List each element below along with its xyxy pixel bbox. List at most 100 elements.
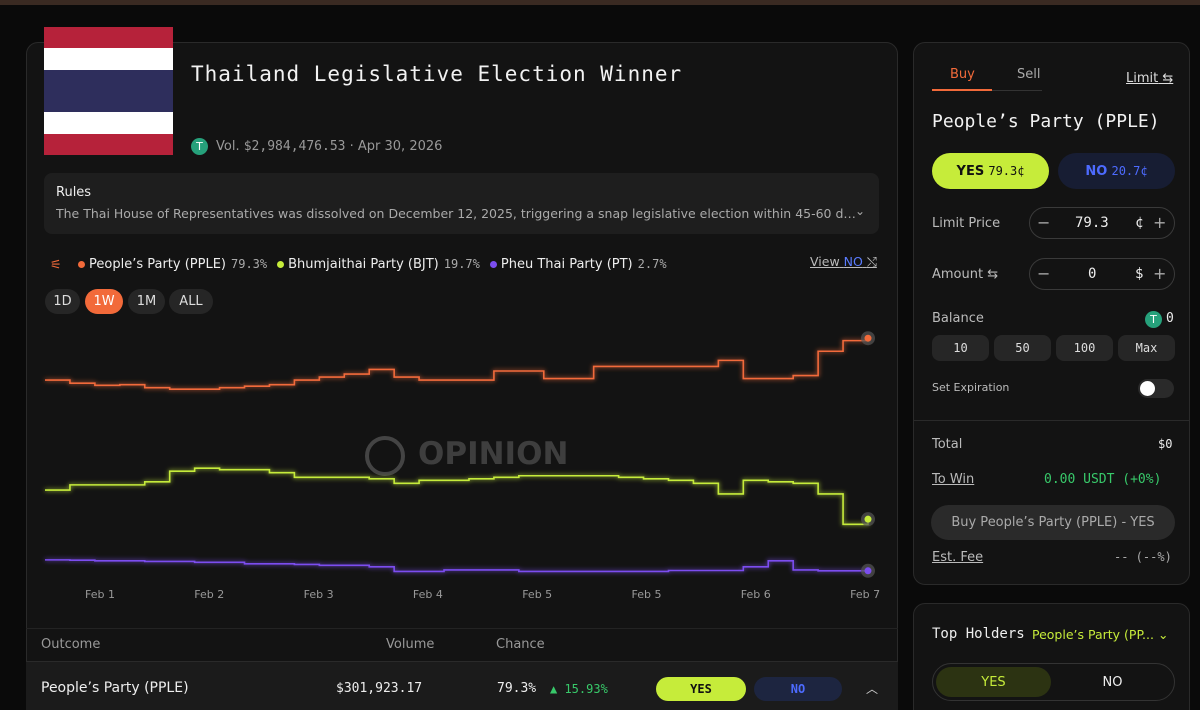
balance-label: Balance [932, 311, 984, 326]
limit-price-field[interactable] [1029, 207, 1175, 239]
legend-dot [78, 261, 85, 268]
col-header: Volume [386, 637, 435, 652]
view-toggle[interactable]: View NO ⤭ [810, 254, 877, 269]
top-bar [0, 0, 1200, 5]
vol-label: Vol. [216, 139, 240, 154]
end-dot [864, 515, 872, 523]
market-title: Thailand Legislative Election Winner [191, 62, 683, 86]
holders-title: Top Holders [932, 626, 1025, 642]
chevron: ⌄ [855, 204, 866, 218]
sell-tab[interactable]: Sell [1017, 67, 1041, 82]
series-line [45, 559, 868, 573]
range-button[interactable]: 1M [128, 289, 165, 314]
quick-amount[interactable]: 100 [1056, 335, 1113, 361]
filter-icon[interactable]: ⚟ [50, 258, 62, 273]
total-label: Total [932, 437, 963, 452]
amount-label: Amount ⇆ [932, 267, 999, 282]
holders-no[interactable]: NO [1102, 674, 1123, 690]
yes-price: 79.3¢ [988, 164, 1025, 178]
end-dot [864, 567, 872, 575]
flag-red [44, 27, 173, 48]
amount-field[interactable] [1029, 258, 1175, 290]
order-panel [913, 42, 1190, 585]
order-outcome: People’s Party (PPLE) [932, 111, 1160, 132]
series-line [45, 467, 869, 526]
range-button[interactable]: ALL [169, 289, 213, 314]
legend-item: People’s Party (PPLE) 79.3% [78, 257, 267, 272]
divider [913, 420, 1190, 421]
legend-dot [489, 261, 497, 268]
rules-box[interactable] [44, 173, 879, 234]
legend-value: 19.7% [443, 257, 480, 271]
plus[interactable]: + [1153, 213, 1167, 232]
collapse[interactable]: ︿ [866, 682, 879, 696]
watermark-logo [365, 436, 405, 476]
to-win-label: To Win [932, 472, 975, 487]
col-header: Chance [496, 637, 545, 652]
x-tick-label: Feb 5 [632, 588, 662, 601]
quick-amount[interactable]: Max [1118, 335, 1175, 361]
no-price: 20.7¢ [1111, 164, 1148, 178]
flag-red [44, 134, 173, 155]
outcome-name: People’s Party (PPLE) [41, 680, 189, 696]
view-label: View [810, 254, 840, 269]
watermark: OPINION [418, 436, 569, 472]
amount: 0 [1088, 266, 1097, 282]
to-win: 0.00 USDT (+0%) [1044, 472, 1162, 487]
yes-button[interactable]: YES [656, 677, 746, 701]
tether-icon: T [191, 138, 208, 155]
legend-name: Bhumjaithai Party (BJT) [288, 257, 439, 272]
quick-amount[interactable]: 50 [994, 335, 1051, 361]
legend: People’s Party (PPLE) 79.3% Bhumjaithai Pa… [78, 257, 667, 272]
plus[interactable]: + [1153, 264, 1167, 283]
col-header: Outcome [41, 637, 101, 652]
range-button-active[interactable]: 1W [85, 289, 123, 314]
minus[interactable]: − [1037, 264, 1051, 283]
legend-item: Pheu Thai Party (PT) 2.7% [489, 257, 667, 272]
change-value: 15.93% [564, 682, 608, 696]
holders-outcome[interactable]: People’s Party (PP... ⌄ [1032, 627, 1169, 642]
tether-icon: T [1145, 311, 1162, 328]
outcome-change: ▲ 15.93% [550, 682, 608, 696]
outcome-chance: 79.3% [497, 681, 537, 696]
balance: 0 [1166, 311, 1174, 326]
legend-dot [277, 261, 285, 268]
rules-heading: Rules [56, 185, 92, 200]
limit-price: 79.3 [1075, 215, 1109, 231]
view-side: NO [843, 254, 863, 269]
expiration-label: Set Expiration [932, 381, 1010, 394]
yes-side[interactable]: YES 79.3¢ [932, 153, 1049, 189]
series-line [45, 338, 869, 391]
quick-amount[interactable]: 10 [932, 335, 989, 361]
flag-blue [44, 70, 173, 112]
submit-button[interactable]: Buy People’s Party (PPLE) - YES [931, 505, 1175, 540]
holders-yes[interactable]: YES [936, 667, 1051, 697]
tab-indicator [932, 89, 992, 91]
yes-label: YES [956, 163, 985, 179]
amount-unit: $ [1135, 266, 1144, 282]
x-tick-label: Feb 5 [522, 588, 552, 601]
limit-price-label: Limit Price [932, 216, 1001, 231]
limit-label: Limit [1126, 71, 1159, 86]
divider [26, 628, 898, 629]
toggle[interactable] [1138, 379, 1174, 398]
outcome-row[interactable] [26, 661, 898, 710]
amount-text: Amount [932, 267, 984, 282]
legend-value: 2.7% [637, 257, 667, 271]
legend-name: People’s Party (PPLE) [89, 257, 226, 272]
no-side[interactable]: NO 20.7¢ [1058, 153, 1175, 189]
volume: $2,984,476.53 [243, 139, 346, 154]
no-button[interactable]: NO [754, 677, 842, 701]
minus[interactable]: − [1037, 213, 1051, 232]
holders-toggle [932, 663, 1175, 701]
range-button[interactable]: 1D [45, 289, 80, 314]
limit-toggle[interactable]: Limit ⇆ [1126, 71, 1174, 86]
buy-tab[interactable]: Buy [950, 67, 975, 82]
x-tick-label: Feb 6 [741, 588, 771, 601]
fee: -- (--%) [1114, 550, 1172, 564]
flag [44, 27, 173, 155]
legend-name: Pheu Thai Party (PT) [500, 257, 633, 272]
x-tick-label: Feb 7 [850, 588, 880, 601]
